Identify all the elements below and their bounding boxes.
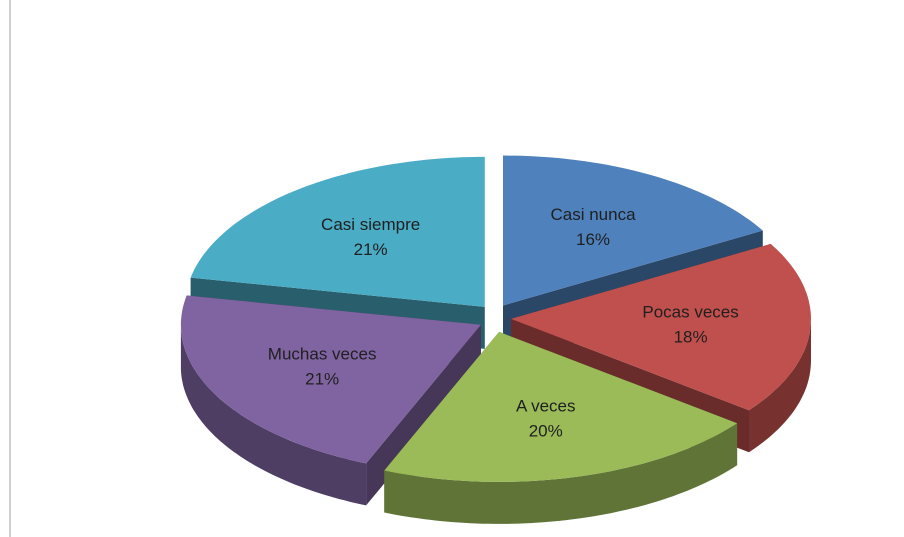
slice-rim	[749, 318, 811, 453]
slice-label: A veces	[516, 396, 576, 415]
slice-value-label: 21%	[354, 240, 388, 259]
slice-label: Pocas veces	[642, 302, 738, 321]
slice-top	[180, 295, 481, 464]
slice-value-label: 18%	[674, 327, 708, 346]
slice-label: Muchas veces	[268, 345, 377, 364]
slice-top	[503, 155, 763, 306]
slice	[384, 331, 738, 524]
slice-top	[384, 331, 738, 482]
slice-label: Casi siempre	[321, 215, 420, 234]
slice-value-label: 20%	[529, 421, 563, 440]
slice-label: Casi nunca	[550, 205, 636, 224]
slice-rim	[180, 324, 367, 506]
slice-top	[511, 243, 811, 411]
slice-rim	[384, 423, 738, 524]
slice-value-label: 21%	[305, 370, 339, 389]
slice-value-label: 16%	[576, 230, 610, 249]
slice-top	[190, 156, 485, 307]
